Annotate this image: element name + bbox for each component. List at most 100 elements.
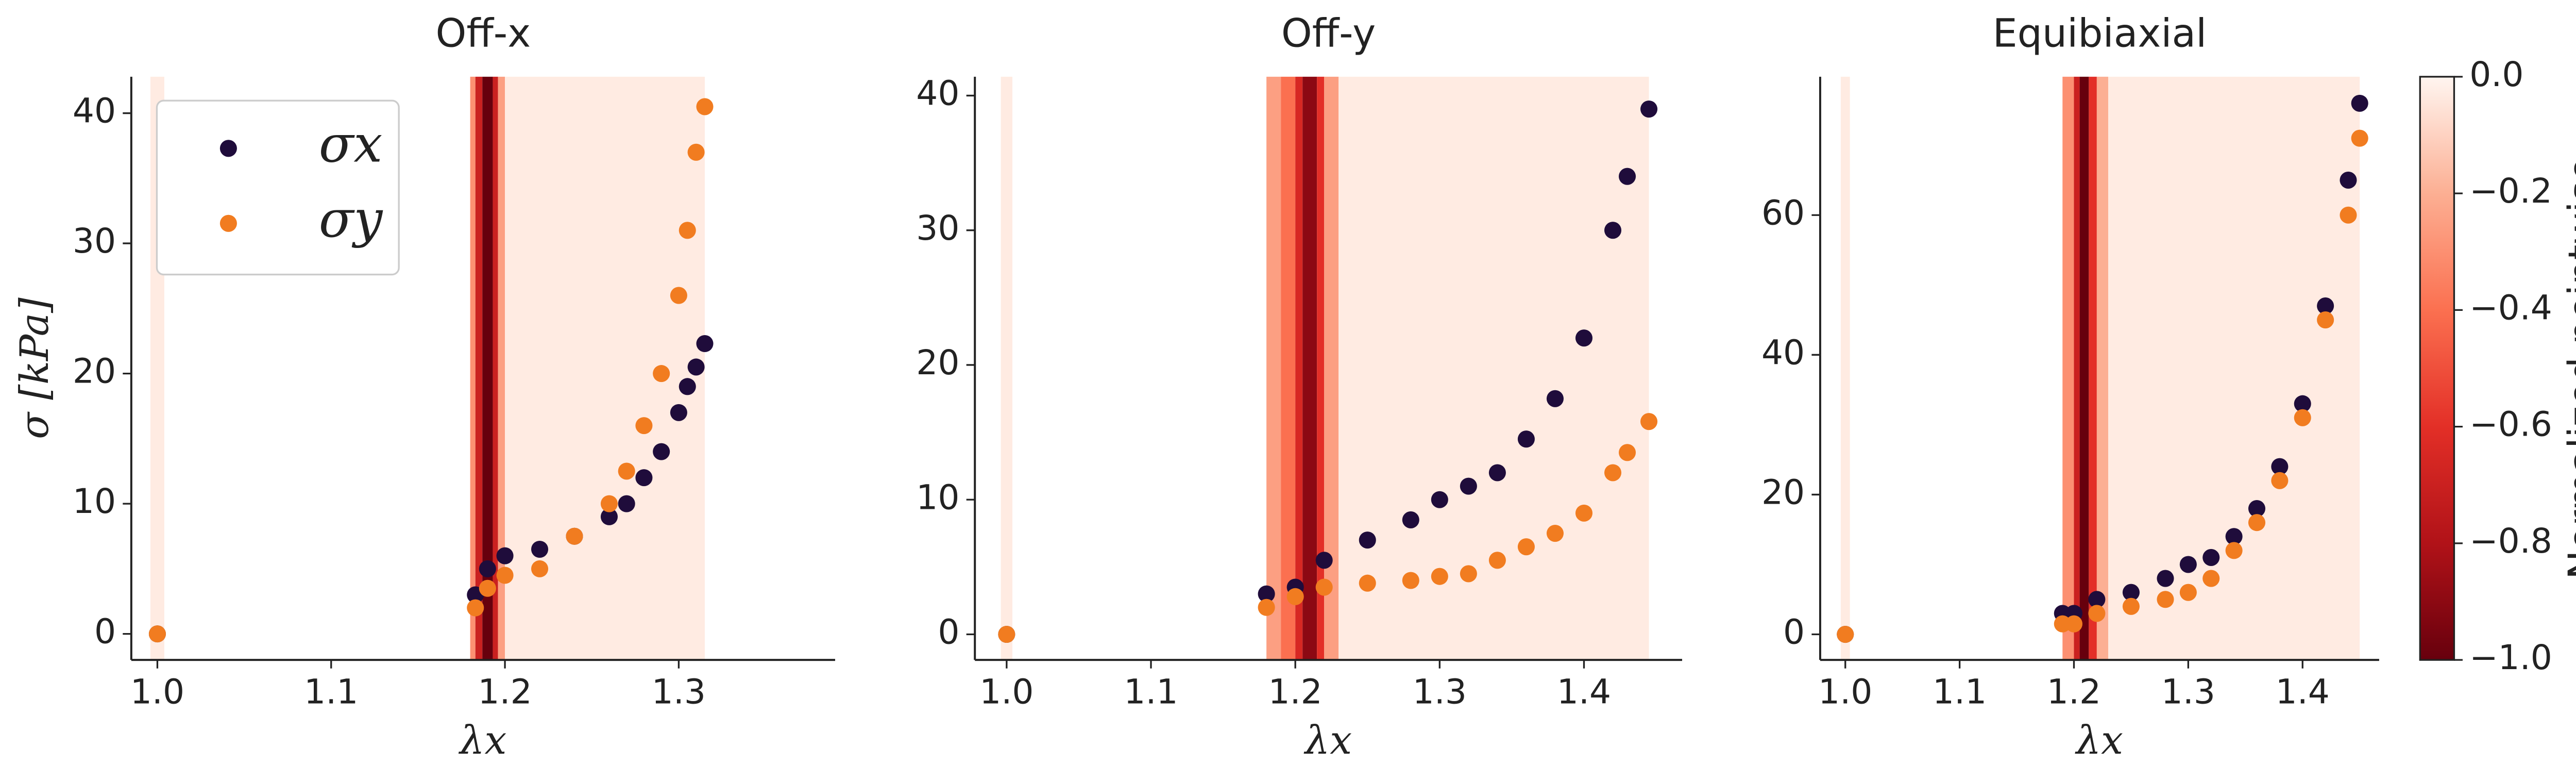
point bbox=[1359, 574, 1376, 592]
point bbox=[618, 495, 635, 512]
y-tick-label: 30 bbox=[916, 208, 959, 248]
point bbox=[1546, 525, 1564, 542]
point bbox=[2351, 129, 2368, 147]
subplot-title: Off-y bbox=[1281, 10, 1376, 56]
point bbox=[600, 495, 618, 512]
point bbox=[2088, 605, 2106, 622]
x-tick-label: 1.3 bbox=[1413, 672, 1467, 711]
x-tick-label: 1.4 bbox=[1557, 672, 1611, 711]
point bbox=[2202, 549, 2220, 566]
point bbox=[566, 527, 583, 545]
heat-band bbox=[2074, 76, 2080, 660]
heat-band bbox=[1281, 76, 1296, 660]
colorbar-tick-label: −1.0 bbox=[2469, 638, 2552, 677]
y-tick-label: 10 bbox=[916, 477, 959, 517]
point bbox=[531, 540, 549, 558]
heat-band bbox=[482, 76, 493, 660]
point bbox=[2202, 570, 2220, 587]
point bbox=[2225, 528, 2243, 545]
point bbox=[1517, 538, 1535, 556]
subplot-title: Off-x bbox=[436, 10, 531, 56]
legend-marker bbox=[219, 140, 237, 157]
y-tick-label: 0 bbox=[938, 612, 959, 652]
point bbox=[1431, 568, 1448, 585]
colorbar-label: Normalized pointwise bbox=[2560, 157, 2576, 579]
heat-band bbox=[1001, 76, 1013, 660]
point bbox=[998, 625, 1015, 643]
legend-label: σx bbox=[319, 114, 383, 174]
point bbox=[1640, 413, 1658, 430]
y-tick-label: 40 bbox=[916, 73, 959, 113]
x-tick-label: 1.4 bbox=[2276, 672, 2330, 711]
point bbox=[1837, 625, 1854, 643]
heat-band bbox=[1317, 76, 1325, 660]
point bbox=[2088, 591, 2106, 608]
point bbox=[2122, 597, 2140, 615]
x-tick-label: 1.2 bbox=[1268, 672, 1323, 711]
point bbox=[1618, 168, 1636, 185]
point bbox=[653, 443, 670, 460]
colorbar-tick-label: −0.2 bbox=[2469, 171, 2552, 211]
heat-band bbox=[1338, 76, 1649, 660]
point bbox=[1575, 329, 1593, 347]
point bbox=[2340, 206, 2357, 224]
point bbox=[2340, 171, 2357, 189]
point bbox=[1517, 430, 1535, 448]
point bbox=[1286, 588, 1304, 605]
point bbox=[496, 547, 514, 564]
point bbox=[1258, 585, 1275, 603]
point bbox=[2157, 591, 2174, 608]
y-tick-label: 0 bbox=[1783, 612, 1805, 652]
point bbox=[2317, 311, 2334, 329]
heat-band bbox=[2096, 76, 2109, 660]
point bbox=[2065, 615, 2083, 633]
point bbox=[2294, 409, 2311, 426]
point bbox=[2271, 472, 2289, 489]
heat-band bbox=[2108, 76, 2360, 660]
point bbox=[1460, 477, 1477, 495]
x-tick-label: 1.0 bbox=[1818, 672, 1872, 711]
y-tick-label: 20 bbox=[1761, 472, 1805, 512]
point bbox=[1640, 101, 1658, 118]
point bbox=[1258, 599, 1275, 616]
y-tick-label: 30 bbox=[73, 221, 116, 261]
point bbox=[2271, 458, 2289, 475]
x-tick-label: 1.1 bbox=[304, 672, 358, 711]
point bbox=[670, 404, 687, 421]
colorbar-tick-label: −0.6 bbox=[2469, 405, 2552, 444]
point bbox=[2179, 584, 2197, 601]
point bbox=[635, 469, 653, 487]
y-tick-label: 0 bbox=[94, 612, 116, 652]
colorbar-tick-label: −0.4 bbox=[2469, 288, 2552, 327]
point bbox=[1488, 552, 1506, 569]
point bbox=[1604, 464, 1622, 481]
point bbox=[1460, 565, 1477, 583]
point bbox=[1315, 578, 1333, 596]
heat-band bbox=[2079, 76, 2089, 660]
point bbox=[479, 560, 496, 577]
heat-band bbox=[2089, 76, 2097, 660]
point bbox=[600, 508, 618, 525]
point bbox=[2179, 556, 2197, 573]
point bbox=[1604, 222, 1622, 239]
point bbox=[2317, 297, 2334, 314]
point bbox=[635, 417, 653, 435]
x-tick-label: 1.3 bbox=[652, 672, 706, 711]
x-axis-label: λx bbox=[1303, 717, 1352, 763]
x-tick-label: 1.1 bbox=[1124, 672, 1178, 711]
x-tick-label: 1.1 bbox=[1933, 672, 1987, 711]
x-tick-label: 1.0 bbox=[130, 672, 184, 711]
point bbox=[1359, 531, 1376, 549]
point bbox=[2248, 500, 2266, 518]
subplot-title: Equibiaxial bbox=[1993, 10, 2207, 56]
x-tick-label: 1.2 bbox=[2047, 672, 2101, 711]
point bbox=[679, 378, 696, 395]
point bbox=[1431, 491, 1448, 508]
colorbar bbox=[2419, 76, 2455, 661]
heat-band bbox=[470, 76, 476, 660]
heat-band bbox=[498, 76, 505, 660]
heat-band bbox=[1266, 76, 1281, 660]
point bbox=[531, 560, 549, 577]
y-tick-label: 40 bbox=[73, 91, 116, 131]
x-axis-label: λx bbox=[458, 717, 506, 763]
